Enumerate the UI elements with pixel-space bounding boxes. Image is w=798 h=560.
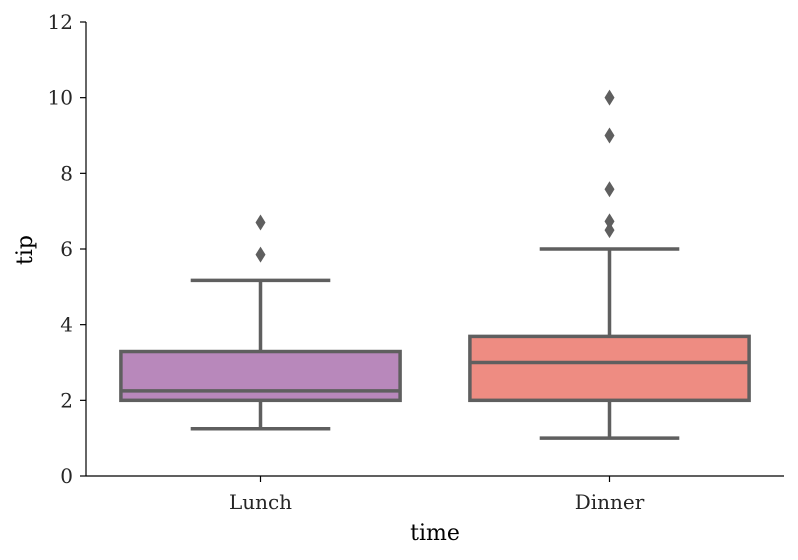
- x-tick-label-lunch: Lunch: [229, 490, 292, 514]
- iqr-box-dinner: [468, 334, 751, 403]
- outlier-point-dinner: [604, 89, 615, 106]
- y-tick-label: 12: [48, 10, 73, 34]
- box-dinner: [468, 89, 751, 440]
- y-axis-title: tip: [13, 235, 38, 265]
- outlier-point-dinner: [604, 222, 615, 239]
- outlier-point-lunch: [255, 214, 266, 231]
- iqr-box-lunch: [119, 349, 402, 403]
- y-tick-label: 6: [60, 237, 73, 261]
- x-axis: Lunch Dinner: [86, 475, 784, 514]
- box-lunch: [119, 214, 402, 431]
- y-tick-label: 4: [60, 313, 73, 337]
- outlier-point-dinner: [604, 127, 615, 144]
- y-tick-label: 0: [60, 464, 73, 488]
- x-tick-label-dinner: Dinner: [575, 490, 645, 514]
- y-tick-label: 10: [48, 86, 73, 110]
- y-axis: 0 2 4 6 8 10 12: [48, 10, 87, 488]
- boxes: [119, 89, 751, 440]
- y-tick-label: 2: [60, 388, 73, 412]
- x-axis-title: time: [410, 521, 460, 546]
- outlier-point-dinner: [604, 181, 615, 198]
- y-tick-label: 8: [60, 161, 73, 185]
- outlier-point-dinner: [604, 213, 615, 230]
- outlier-point-lunch: [255, 246, 266, 263]
